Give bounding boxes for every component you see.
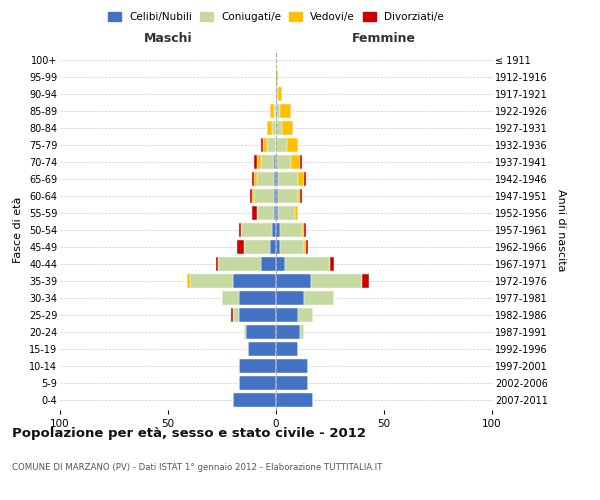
Bar — [302, 223, 304, 237]
Bar — [300, 155, 302, 169]
Bar — [230, 308, 233, 322]
Bar — [278, 189, 298, 203]
Bar — [274, 189, 276, 203]
Bar — [261, 155, 274, 169]
Bar — [276, 325, 300, 339]
Bar — [304, 223, 306, 237]
Bar — [276, 206, 278, 220]
Bar — [295, 206, 298, 220]
Bar — [261, 257, 276, 271]
Bar — [278, 172, 298, 186]
Bar — [274, 104, 276, 118]
Bar — [276, 257, 284, 271]
Bar — [276, 274, 311, 288]
Bar — [284, 257, 330, 271]
Bar — [254, 172, 257, 186]
Bar — [298, 172, 304, 186]
Bar — [276, 376, 308, 390]
Bar — [276, 189, 278, 203]
Bar — [304, 172, 306, 186]
Bar — [257, 155, 261, 169]
Bar — [239, 376, 276, 390]
Bar — [244, 325, 246, 339]
Bar — [287, 138, 298, 152]
Bar — [274, 155, 276, 169]
Bar — [276, 172, 278, 186]
Bar — [274, 172, 276, 186]
Bar — [276, 70, 278, 84]
Bar — [276, 138, 287, 152]
Bar — [276, 155, 291, 169]
Bar — [252, 189, 254, 203]
Bar — [276, 342, 298, 356]
Bar — [268, 138, 276, 152]
Bar — [276, 308, 298, 322]
Bar — [276, 240, 280, 254]
Bar — [300, 325, 304, 339]
Bar — [261, 138, 263, 152]
Bar — [187, 274, 190, 288]
Bar — [239, 291, 276, 305]
Bar — [330, 257, 334, 271]
Bar — [298, 308, 313, 322]
Bar — [269, 104, 274, 118]
Bar — [190, 274, 233, 288]
Bar — [272, 223, 276, 237]
Text: Maschi: Maschi — [143, 32, 193, 45]
Bar — [246, 325, 276, 339]
Bar — [244, 240, 269, 254]
Bar — [250, 189, 252, 203]
Bar — [215, 257, 218, 271]
Bar — [252, 172, 254, 186]
Bar — [304, 291, 334, 305]
Bar — [257, 206, 274, 220]
Bar — [311, 274, 362, 288]
Bar — [280, 104, 291, 118]
Bar — [278, 206, 295, 220]
Bar — [269, 240, 276, 254]
Bar — [274, 206, 276, 220]
Bar — [257, 172, 274, 186]
Bar — [254, 155, 257, 169]
Bar — [276, 393, 313, 407]
Bar — [254, 189, 274, 203]
Bar — [298, 189, 300, 203]
Bar — [239, 223, 241, 237]
Bar — [283, 121, 293, 135]
Bar — [300, 189, 302, 203]
Bar — [362, 274, 369, 288]
Text: Femmine: Femmine — [352, 32, 416, 45]
Bar — [268, 121, 272, 135]
Bar — [222, 291, 239, 305]
Legend: Celibi/Nubili, Coniugati/e, Vedovi/e, Divorziati/e: Celibi/Nubili, Coniugati/e, Vedovi/e, Di… — [104, 8, 448, 26]
Bar — [276, 291, 304, 305]
Bar — [248, 342, 276, 356]
Bar — [280, 240, 304, 254]
Y-axis label: Fasce di età: Fasce di età — [13, 197, 23, 263]
Bar — [276, 104, 280, 118]
Bar — [237, 240, 244, 254]
Text: COMUNE DI MARZANO (PV) - Dati ISTAT 1° gennaio 2012 - Elaborazione TUTTITALIA.IT: COMUNE DI MARZANO (PV) - Dati ISTAT 1° g… — [12, 462, 382, 471]
Y-axis label: Anni di nascita: Anni di nascita — [556, 188, 566, 271]
Bar — [252, 206, 257, 220]
Text: Popolazione per età, sesso e stato civile - 2012: Popolazione per età, sesso e stato civil… — [12, 428, 366, 440]
Bar — [304, 240, 306, 254]
Bar — [263, 138, 268, 152]
Bar — [241, 223, 272, 237]
Bar — [291, 155, 300, 169]
Bar — [276, 359, 308, 373]
Bar — [218, 257, 261, 271]
Bar — [278, 87, 283, 101]
Bar — [233, 393, 276, 407]
Bar — [239, 359, 276, 373]
Bar — [239, 308, 276, 322]
Bar — [276, 223, 280, 237]
Bar — [280, 223, 302, 237]
Bar — [233, 308, 239, 322]
Bar — [276, 87, 278, 101]
Bar — [272, 121, 276, 135]
Bar — [233, 274, 276, 288]
Bar — [306, 240, 308, 254]
Bar — [276, 121, 283, 135]
